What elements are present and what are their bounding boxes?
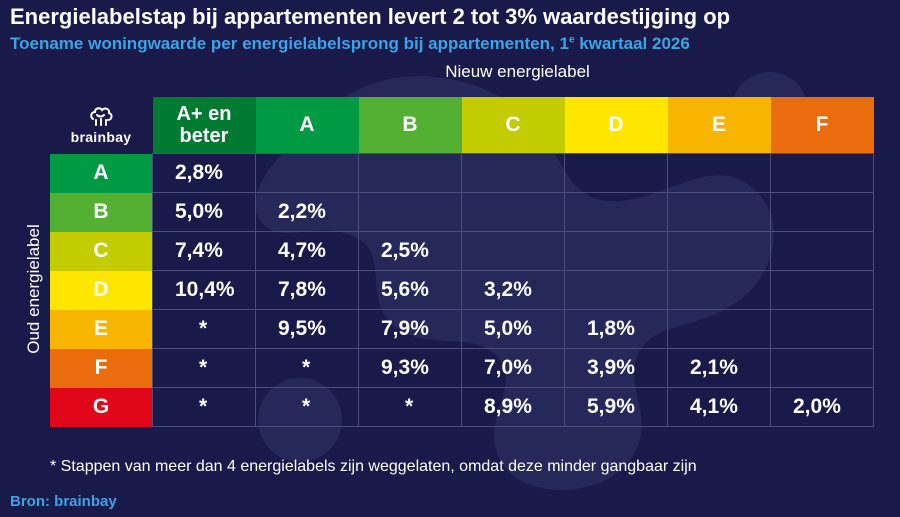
table-cell-3-0: 10,4% <box>152 270 256 310</box>
table-cell-2-2: 2,5% <box>358 231 462 271</box>
table-cell-4-3: 5,0% <box>461 309 565 349</box>
table-cell-6-1: * <box>255 387 359 427</box>
table-cell-6-2: * <box>358 387 462 427</box>
column-header-0: A+ en beter <box>152 97 256 154</box>
column-header-3: C <box>461 97 565 154</box>
table-cell-4-5 <box>667 309 771 349</box>
logo-text: brainbay <box>70 129 132 145</box>
table-cell-1-4 <box>564 192 668 232</box>
table-cell-3-6 <box>770 270 874 310</box>
subtitle-end: kwartaal 2026 <box>574 34 690 53</box>
table-body: A 2,8% B 5,0% 2,2% C 7,4% 4,7% 2,5% D 10,4% 7,8% 5,6… <box>50 153 874 427</box>
table-cell-4-6 <box>770 309 874 349</box>
table-cell-5-0: * <box>152 348 256 388</box>
table-row: D 10,4% 7,8% 5,6% 3,2% <box>50 270 874 310</box>
table-cell-0-5 <box>667 153 771 193</box>
table-cell-2-4 <box>564 231 668 271</box>
table-cell-5-6 <box>770 348 874 388</box>
table-cell-3-5 <box>667 270 771 310</box>
chart-subtitle: Toename woningwaarde per energielabelspr… <box>10 34 690 54</box>
table-cell-0-2 <box>358 153 462 193</box>
table-cell-2-5 <box>667 231 771 271</box>
table-cell-6-4: 5,9% <box>564 387 668 427</box>
subtitle-superscript: e <box>568 34 575 46</box>
column-header-5: E <box>667 97 771 154</box>
table-cell-5-4: 3,9% <box>564 348 668 388</box>
energy-label-table: A+ en beter A B C D E F A 2,8% B 5,0% 2,2% C 7,4% 4,7… <box>50 97 874 427</box>
source-label: Bron: brainbay <box>10 493 117 510</box>
table-row: B 5,0% 2,2% <box>50 192 874 232</box>
table-cell-1-5 <box>667 192 771 232</box>
column-header-1: A <box>255 97 359 154</box>
row-header-2: C <box>50 231 153 271</box>
table-row: G * * * 8,9% 5,9% 4,1% 2,0% <box>50 387 874 427</box>
row-header-3: D <box>50 270 153 310</box>
table-cell-2-3 <box>461 231 565 271</box>
table-cell-6-5: 4,1% <box>667 387 771 427</box>
table-cell-2-1: 4,7% <box>255 231 359 271</box>
row-header-0: A <box>50 153 153 193</box>
table-cell-1-2 <box>358 192 462 232</box>
table-cell-1-0: 5,0% <box>152 192 256 232</box>
table-cell-4-2: 7,9% <box>358 309 462 349</box>
column-header-2: B <box>358 97 462 154</box>
footnote: * Stappen van meer dan 4 energielabels z… <box>50 458 697 475</box>
table-row: F * * 9,3% 7,0% 3,9% 2,1% <box>50 348 874 388</box>
table-cell-0-3 <box>461 153 565 193</box>
table-cell-5-2: 9,3% <box>358 348 462 388</box>
table-cell-1-1: 2,2% <box>255 192 359 232</box>
column-header-4: D <box>564 97 668 154</box>
table-corner <box>50 97 153 154</box>
table-cell-4-1: 9,5% <box>255 309 359 349</box>
table-header-row: A+ en beter A B C D E F <box>50 97 874 154</box>
table-cell-2-6 <box>770 231 874 271</box>
brainbay-brain-icon <box>90 107 113 126</box>
table-cell-6-3: 8,9% <box>461 387 565 427</box>
table-cell-3-1: 7,8% <box>255 270 359 310</box>
table-cell-3-3: 3,2% <box>461 270 565 310</box>
column-axis-label: Nieuw energielabel <box>445 62 590 81</box>
row-header-6: G <box>50 387 153 427</box>
row-header-1: B <box>50 192 153 232</box>
table-cell-3-2: 5,6% <box>358 270 462 310</box>
table-cell-2-0: 7,4% <box>152 231 256 271</box>
row-header-5: F <box>50 348 153 388</box>
column-header-6: F <box>770 97 874 154</box>
table-cell-3-4 <box>564 270 668 310</box>
brainbay-logo: brainbay <box>50 97 152 153</box>
row-header-4: E <box>50 309 153 349</box>
table-cell-0-1 <box>255 153 359 193</box>
table-cell-4-0: * <box>152 309 256 349</box>
table-row: C 7,4% 4,7% 2,5% <box>50 231 874 271</box>
table-cell-4-4: 1,8% <box>564 309 668 349</box>
table-cell-5-5: 2,1% <box>667 348 771 388</box>
table-cell-0-6 <box>770 153 874 193</box>
table-cell-5-1: * <box>255 348 359 388</box>
table-row: E * 9,5% 7,9% 5,0% 1,8% <box>50 309 874 349</box>
table-cell-6-6: 2,0% <box>770 387 874 427</box>
table-cell-0-0: 2,8% <box>152 153 256 193</box>
table-cell-0-4 <box>564 153 668 193</box>
table-cell-1-6 <box>770 192 874 232</box>
table-cell-1-3 <box>461 192 565 232</box>
row-axis-label: Oud energielabel <box>24 224 43 354</box>
table-row: A 2,8% <box>50 153 874 193</box>
chart-title: Energielabelstap bij appartementen lever… <box>10 4 731 29</box>
subtitle-text: Toename woningwaarde per energielabelspr… <box>10 34 569 53</box>
table-cell-6-0: * <box>152 387 256 427</box>
table-cell-5-3: 7,0% <box>461 348 565 388</box>
